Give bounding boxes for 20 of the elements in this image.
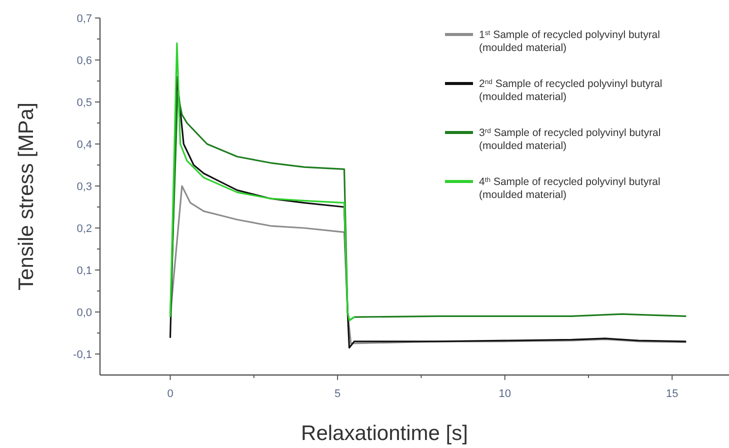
y-tick-label: 0,0 <box>76 306 92 319</box>
x-tick-label: 5 <box>334 388 341 400</box>
y-tick-label: -0,1 <box>73 348 92 361</box>
x-tick-label: 0 <box>167 388 174 400</box>
x-tick-label: 10 <box>498 388 511 400</box>
y-axis-title: Tensile stress [MPa] <box>15 102 38 290</box>
y-tick-label: 0,5 <box>76 96 92 109</box>
legend-label: 3$^{rd}$ Sample of recycled polyvinyl butyral (moulded material) <box>479 127 661 152</box>
y-tick-label: 0,3 <box>76 180 92 193</box>
y-tick-label: 0,1 <box>76 264 92 277</box>
legend-label: 1$^{st}$ Sample of recycled polyvinyl butyral (moulded material) <box>479 29 660 54</box>
legend-label: 4$^{th}$ Sample of recycled polyvinyl butyral (moulded material) <box>479 176 660 201</box>
line-series <box>169 42 356 322</box>
x-axis-title: Relaxationtime [s] <box>301 422 468 445</box>
y-tick-label: 0,7 <box>76 12 92 25</box>
y-tick-label: 0,6 <box>76 54 92 67</box>
legend-label: 2$^{nd}$ Sample of recycled polyvinyl butyral (moulded material) <box>479 78 662 103</box>
y-tick-label: 0,4 <box>76 138 92 151</box>
x-tick-label: 15 <box>666 388 678 400</box>
y-tick-label: 0,2 <box>76 222 92 235</box>
